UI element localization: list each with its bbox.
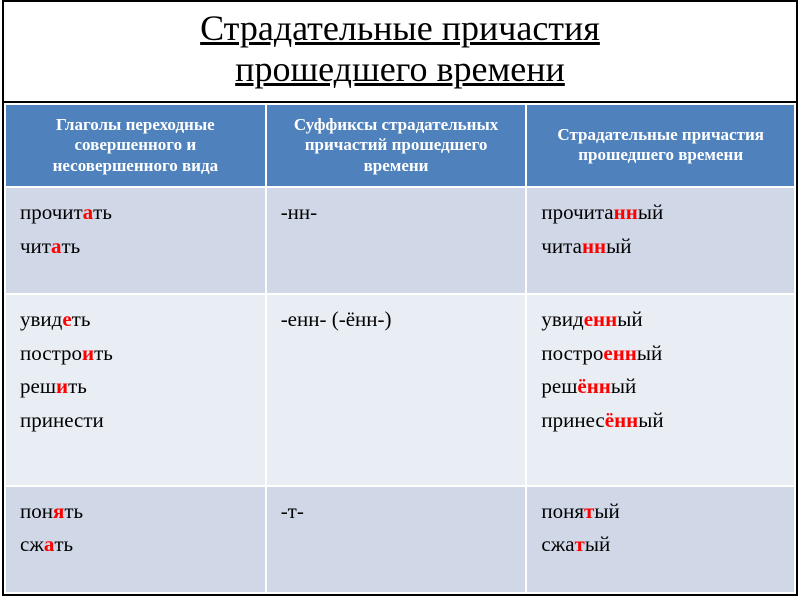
table-header-row: Глаголы переходные совершенного и несове… (5, 104, 795, 187)
verb-word: решить (20, 370, 251, 404)
cell-verbs: понятьсжать (5, 486, 266, 593)
participle-word: решённый (541, 370, 780, 404)
page-title: Страдательные причастия прошедшего време… (4, 8, 796, 91)
participle-word: принесённый (541, 404, 780, 438)
grammar-table: Глаголы переходные совершенного и несове… (4, 103, 796, 594)
table-body: прочитатьчитать-нн-прочитанныйчитанныйув… (5, 187, 795, 593)
table-row: прочитатьчитать-нн-прочитанныйчитанный (5, 187, 795, 294)
header-suffixes: Суффиксы страдательных причастий прошедш… (266, 104, 527, 187)
cell-suffix: -т- (266, 486, 527, 593)
header-verbs: Глаголы переходные совершенного и несове… (5, 104, 266, 187)
participle-word: читанный (541, 230, 780, 264)
participle-word: сжатый (541, 528, 780, 562)
cell-suffix: -енн- (-ённ-) (266, 294, 527, 486)
cell-suffix: -нн- (266, 187, 527, 294)
participle-word: увиденный (541, 303, 780, 337)
title-line-2: прошедшего времени (235, 49, 565, 89)
title-line-1: Страдательные причастия (200, 8, 600, 48)
verb-word: понять (20, 495, 251, 529)
verb-word: сжать (20, 528, 251, 562)
cell-verbs: увидетьпостроитьрешитьпринести (5, 294, 266, 486)
document-frame: Страдательные причастия прошедшего време… (2, 0, 798, 596)
participle-word: прочитанный (541, 196, 780, 230)
cell-participles: увиденныйпостроенныйрешённыйпринесённый (526, 294, 795, 486)
title-container: Страдательные причастия прошедшего време… (4, 2, 796, 103)
cell-participles: понятыйсжатый (526, 486, 795, 593)
participle-word: понятый (541, 495, 780, 529)
verb-word: построить (20, 337, 251, 371)
cell-verbs: прочитатьчитать (5, 187, 266, 294)
table-row: понятьсжать-т-понятыйсжатый (5, 486, 795, 593)
table-row: увидетьпостроитьрешитьпринести-енн- (-ён… (5, 294, 795, 486)
cell-participles: прочитанныйчитанный (526, 187, 795, 294)
header-participles: Страдательные причастия прошедшего време… (526, 104, 795, 187)
verb-word: принести (20, 404, 251, 438)
participle-word: построенный (541, 337, 780, 371)
verb-word: читать (20, 230, 251, 264)
verb-word: увидеть (20, 303, 251, 337)
verb-word: прочитать (20, 196, 251, 230)
